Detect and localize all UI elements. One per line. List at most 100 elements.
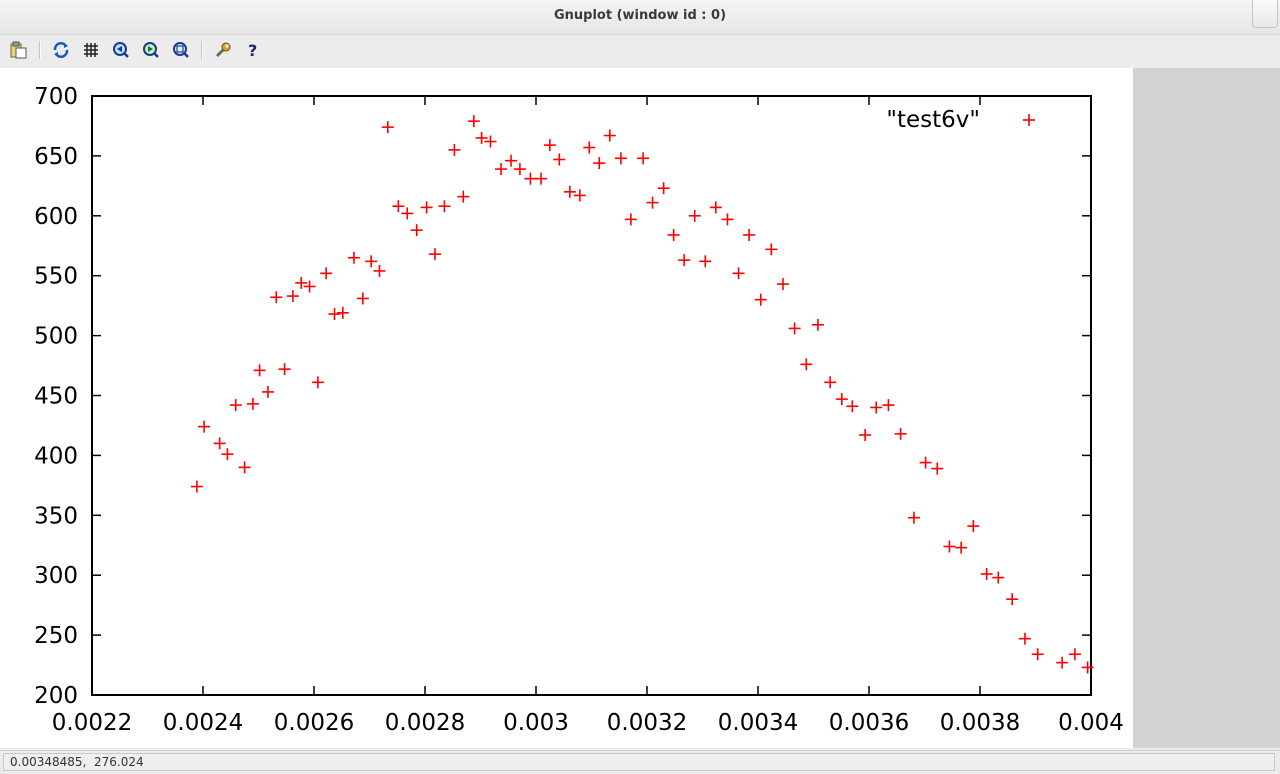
- data-point: [800, 358, 813, 371]
- data-point: [835, 393, 848, 406]
- data-point: [328, 308, 341, 321]
- data-point: [967, 520, 980, 533]
- x-tick-label: 0.0036: [829, 710, 909, 736]
- data-point: [811, 318, 824, 331]
- data-point: [253, 364, 266, 377]
- y-axis: 200 250 300 350 400 450 500 550 600 650 700: [34, 84, 1091, 709]
- data-point: [286, 290, 299, 303]
- data-point: [373, 264, 386, 277]
- zoom-next-icon[interactable]: [140, 39, 162, 61]
- data-point: [657, 182, 670, 195]
- plot-frame: [91, 95, 1092, 696]
- autoscale-icon[interactable]: [170, 39, 192, 61]
- data-point: [213, 437, 226, 450]
- data-point: [743, 228, 756, 241]
- data-point: [721, 213, 734, 226]
- data-point: [534, 172, 547, 185]
- y-tick-label: 300: [34, 563, 78, 589]
- scatter-chart: 0.0022 0.0024 0.0026 0.0028 0.003 0.0032 0.003…: [34, 84, 1124, 736]
- data-point: [992, 571, 1005, 584]
- y-tick-label: 450: [34, 384, 78, 410]
- y-tick-label: 400: [34, 443, 78, 469]
- svg-text:?: ?: [248, 41, 257, 59]
- data-point: [311, 376, 324, 389]
- plot-area[interactable]: 0.0022 0.0024 0.0026 0.0028 0.003 0.0032 0.003…: [0, 68, 1133, 748]
- data-point: [646, 196, 659, 209]
- help-icon[interactable]: ?: [242, 39, 264, 61]
- data-point: [1031, 648, 1044, 661]
- data-point: [448, 143, 461, 156]
- data-point: [278, 363, 291, 376]
- y-tick-label: 600: [34, 204, 78, 230]
- replot-icon[interactable]: [50, 39, 72, 61]
- data-point: [347, 251, 360, 264]
- x-tick-label: 0.0034: [718, 710, 798, 736]
- data-point: [563, 185, 576, 198]
- data-point: [336, 306, 349, 319]
- y-tick-label: 700: [34, 84, 78, 110]
- zoom-previous-icon[interactable]: [110, 39, 132, 61]
- canvas-margin: [1133, 68, 1280, 748]
- data-point: [475, 131, 488, 144]
- data-point: [381, 121, 394, 134]
- data-point: [593, 157, 606, 170]
- x-tick-label: 0.0022: [52, 710, 132, 736]
- data-point: [614, 152, 627, 165]
- data-point: [190, 480, 203, 493]
- window-close-button[interactable]: [1252, 0, 1278, 28]
- data-point: [894, 427, 907, 440]
- data-point: [221, 448, 234, 461]
- status-field: 0.00348485, 276.024: [3, 753, 1275, 771]
- data-point: [573, 189, 586, 202]
- copy-clipboard-icon[interactable]: [8, 39, 30, 61]
- x-tick-label: 0.004: [1058, 710, 1124, 736]
- cursor-coordinates: 0.00348485, 276.024: [10, 755, 144, 769]
- data-point: [467, 115, 480, 128]
- x-tick-label: 0.0038: [940, 710, 1020, 736]
- data-point: [678, 254, 691, 267]
- data-point: [754, 293, 767, 306]
- data-point: [955, 541, 968, 554]
- y-tick-label: 550: [34, 264, 78, 290]
- data-point: [505, 154, 518, 167]
- data-point: [732, 267, 745, 280]
- x-tick-label: 0.0032: [607, 710, 687, 736]
- data-point: [765, 243, 778, 256]
- data-point: [688, 209, 701, 222]
- data-point: [699, 255, 712, 268]
- data-point: [420, 201, 433, 214]
- data-point: [667, 228, 680, 241]
- data-point: [1081, 661, 1094, 674]
- data-point: [709, 201, 722, 214]
- data-points: [190, 115, 1094, 674]
- toolbar-separator: [201, 41, 203, 59]
- grid-icon[interactable]: [80, 39, 102, 61]
- data-point: [270, 291, 283, 304]
- data-point: [392, 200, 405, 213]
- data-point: [788, 322, 801, 335]
- data-point: [1006, 593, 1019, 606]
- data-point: [553, 153, 566, 166]
- legend: "test6v": [886, 107, 1035, 133]
- data-point: [624, 213, 637, 226]
- data-point: [524, 172, 537, 185]
- data-point: [320, 267, 333, 280]
- settings-icon[interactable]: [212, 39, 234, 61]
- data-point: [261, 385, 274, 398]
- x-tick-label: 0.003: [503, 710, 569, 736]
- data-point: [943, 540, 956, 553]
- y-tick-label: 200: [34, 683, 78, 709]
- legend-marker-plus: [1023, 114, 1035, 126]
- data-point: [543, 139, 556, 152]
- window-title: Gnuplot (window id : 0): [553, 8, 727, 23]
- data-point: [365, 255, 378, 268]
- x-axis: 0.0022 0.0024 0.0026 0.0028 0.003 0.0032 0.003…: [52, 96, 1124, 736]
- data-point: [980, 568, 993, 581]
- data-point: [428, 248, 441, 261]
- x-tick-label: 0.0024: [163, 710, 243, 736]
- data-point: [907, 511, 920, 524]
- data-point: [846, 400, 859, 413]
- data-point: [870, 401, 883, 414]
- data-point: [919, 456, 932, 469]
- x-tick-label: 0.0026: [274, 710, 354, 736]
